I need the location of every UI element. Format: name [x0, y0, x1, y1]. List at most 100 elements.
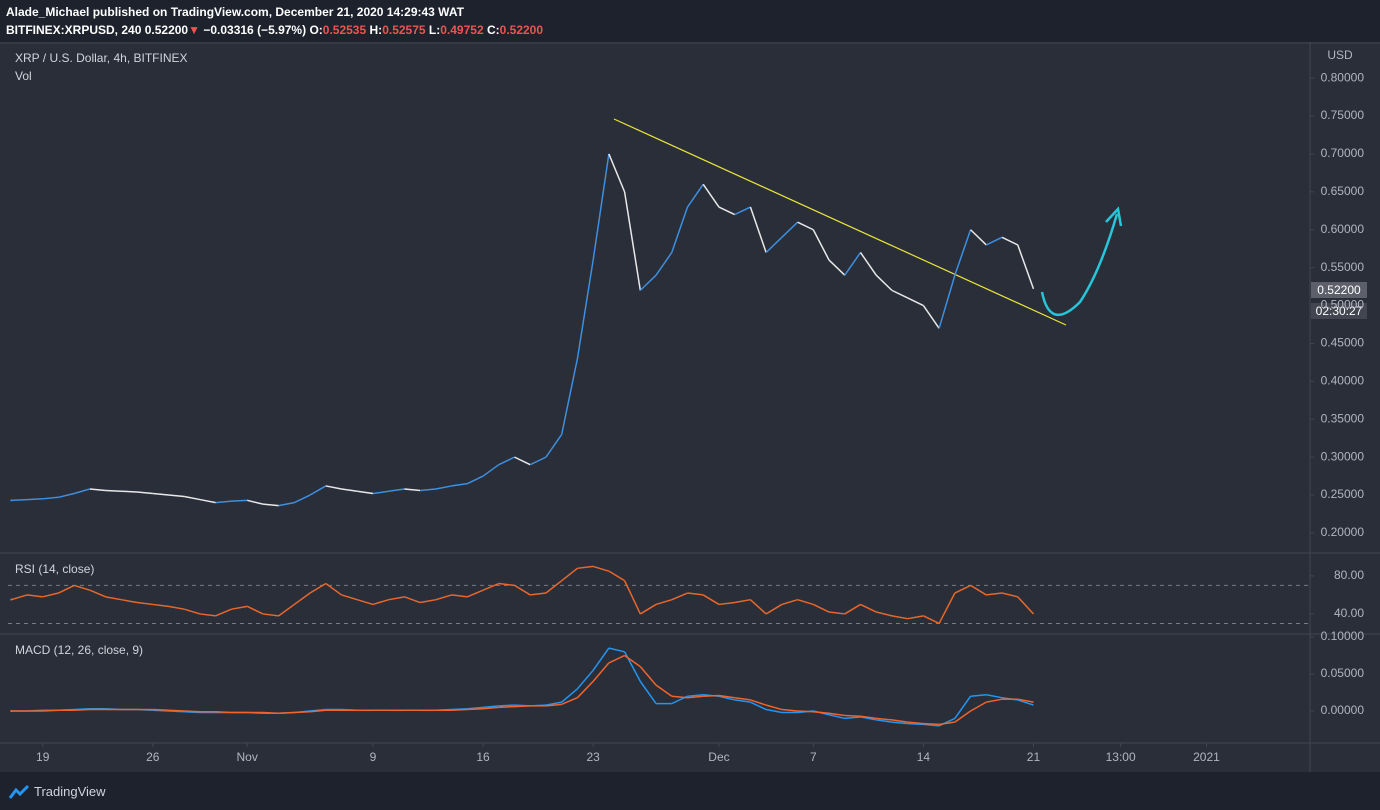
- segment: [121, 598, 138, 604]
- y-tick-label: 80.00: [1334, 568, 1364, 582]
- segment: [939, 721, 955, 726]
- segment: [498, 704, 515, 707]
- chart: USD XRP / U.S. Dollar, 4h, BITFINEX Vol …: [0, 42, 1380, 772]
- segment: [184, 608, 201, 615]
- segment: [734, 598, 751, 604]
- segment: [813, 711, 830, 714]
- segment: [231, 605, 248, 610]
- segment: [482, 706, 499, 710]
- close-label: C:: [486, 23, 500, 37]
- segment: [702, 594, 720, 606]
- segment: [357, 490, 374, 495]
- segment: [310, 709, 326, 713]
- segment: [576, 259, 594, 359]
- segment: [891, 615, 908, 620]
- segment: [498, 582, 515, 587]
- arrow-head: [1105, 206, 1123, 227]
- x-tick-label: 23: [586, 750, 600, 764]
- y-tick-label: 0.10000: [1321, 629, 1365, 643]
- macd-title: MACD (12, 26, close, 9): [15, 643, 143, 657]
- y-tick-label: 0.75000: [1321, 108, 1365, 122]
- segment: [954, 710, 972, 723]
- price: 0.52200: [144, 23, 189, 37]
- segment: [797, 221, 814, 231]
- segment: [812, 229, 830, 261]
- segment: [923, 722, 940, 726]
- segment: [891, 721, 908, 725]
- high: 0.52575: [382, 23, 426, 37]
- x-tick-label: 14: [917, 750, 931, 764]
- segment: [970, 701, 987, 712]
- x-tick-label: 21: [1027, 750, 1041, 764]
- open-label: O:: [309, 23, 323, 37]
- segment: [89, 488, 106, 492]
- segment: [467, 706, 484, 710]
- y-tick-label: 0.00000: [1321, 703, 1365, 717]
- segment: [923, 615, 940, 625]
- segment: [797, 710, 814, 713]
- segment: [341, 488, 358, 492]
- segment: [482, 582, 500, 591]
- y-tick-label: 0.70000: [1321, 146, 1365, 160]
- segment: [608, 153, 626, 193]
- segment: [1001, 592, 1018, 598]
- segment: [639, 666, 657, 686]
- segment: [844, 252, 862, 276]
- segment: [576, 669, 594, 690]
- chart-subtitle: Vol: [15, 69, 32, 83]
- segment: [42, 709, 59, 712]
- segment: [529, 456, 547, 466]
- segment: [105, 489, 122, 492]
- price-badge: [1311, 282, 1367, 298]
- change: −0.03316 (−5.97%): [203, 23, 307, 37]
- segment: [797, 598, 814, 606]
- segment: [844, 603, 861, 615]
- segment: [435, 594, 452, 601]
- segment: [671, 695, 688, 699]
- x-tick-label: Nov: [236, 750, 257, 764]
- segment: [467, 475, 484, 485]
- x-tick-label: Dec: [708, 750, 729, 764]
- segment: [451, 482, 468, 487]
- segment: [876, 719, 893, 723]
- axis-unit: USD: [1327, 48, 1353, 62]
- projection-arrow: [1040, 213, 1119, 317]
- segment: [435, 485, 452, 490]
- segment: [781, 708, 798, 712]
- segment: [734, 699, 751, 703]
- segment: [749, 206, 767, 253]
- segment: [624, 654, 641, 668]
- segment: [812, 603, 830, 613]
- segment: [545, 703, 562, 707]
- segment: [514, 584, 531, 596]
- segment: [293, 592, 311, 606]
- segment: [749, 599, 767, 615]
- segment: [357, 598, 374, 606]
- segment: [467, 589, 484, 598]
- segment: [686, 183, 704, 208]
- y-tick-label: 0.30000: [1321, 449, 1365, 463]
- segment: [309, 485, 327, 496]
- segment: [623, 191, 642, 291]
- countdown-text: 02:30:27: [1316, 304, 1363, 318]
- segment: [828, 611, 845, 615]
- segment: [498, 456, 515, 466]
- segment: [781, 221, 799, 238]
- segment: [922, 305, 940, 329]
- segment: [294, 711, 311, 714]
- segment: [73, 488, 91, 495]
- segment: [451, 594, 468, 598]
- segment: [608, 570, 625, 582]
- segment: [765, 708, 782, 714]
- segment: [671, 206, 689, 253]
- segment: [750, 699, 767, 706]
- segment: [577, 565, 594, 570]
- segment: [1017, 698, 1034, 703]
- y-tick-label: 0.40000: [1321, 374, 1365, 388]
- segment: [765, 603, 783, 615]
- segment: [26, 594, 43, 598]
- segment: [655, 598, 672, 606]
- segment: [388, 596, 405, 601]
- segment: [859, 252, 877, 276]
- segment: [199, 613, 216, 617]
